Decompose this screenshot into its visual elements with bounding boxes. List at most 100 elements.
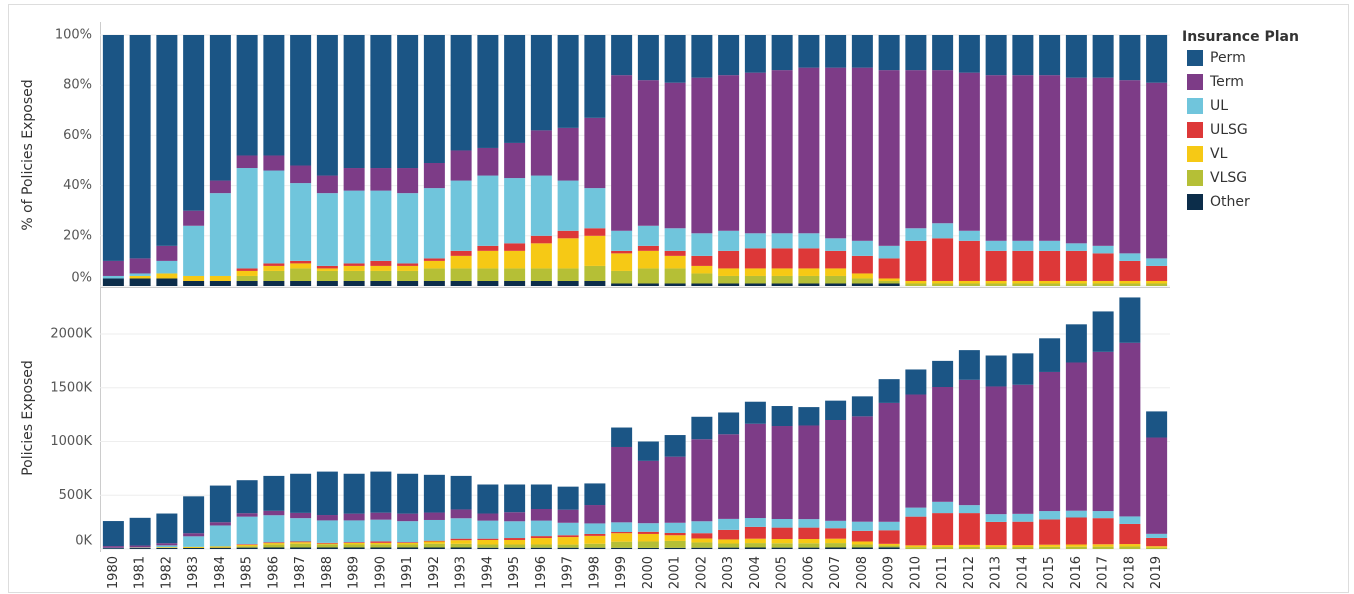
bar-segment — [851, 67, 873, 241]
x-tick-label: 2016 — [1069, 556, 1084, 589]
bar-segment — [236, 513, 258, 517]
bar-segment — [958, 240, 980, 281]
bar-segment — [718, 35, 740, 76]
x-tick-label: 2001 — [668, 556, 683, 589]
bar-segment — [450, 268, 472, 281]
bar-segment — [878, 245, 900, 259]
bar-segment — [530, 544, 552, 548]
bar-segment — [343, 263, 365, 266]
bar-segment — [825, 275, 847, 284]
bar-segment — [825, 538, 847, 544]
bar-segment — [343, 544, 365, 548]
bar-segment — [316, 471, 338, 516]
bar-segment — [851, 544, 873, 548]
bar-segment — [316, 193, 338, 266]
bar-segment — [263, 35, 285, 156]
bar-segment — [932, 35, 954, 71]
bar-segment — [236, 35, 258, 156]
bar-segment — [932, 360, 954, 387]
bar-segment — [771, 268, 793, 276]
bar-segment — [798, 248, 820, 269]
bar-segment — [985, 35, 1007, 76]
bar-segment — [397, 193, 419, 264]
bar-segment — [1119, 283, 1141, 286]
x-tick-label: 1990 — [373, 556, 388, 589]
y-axis-title: Policies Exposed — [20, 360, 36, 476]
bar-segment — [878, 35, 900, 71]
bar-segment — [397, 513, 419, 522]
bar-segment — [1146, 258, 1168, 266]
bar-segment — [985, 547, 1007, 549]
x-tick-label: 2009 — [882, 556, 897, 589]
bar-segment — [102, 275, 124, 279]
bar-segment — [718, 75, 740, 231]
bar-segment — [637, 225, 659, 246]
bar-segment — [1039, 240, 1061, 251]
bar-segment — [932, 280, 954, 284]
bar-segment — [691, 283, 713, 286]
bar-segment — [343, 547, 365, 549]
bar-segment — [290, 35, 312, 166]
legend-label: VLSG — [1210, 170, 1247, 186]
bar-segment — [744, 248, 766, 269]
bar-segment — [450, 540, 472, 544]
bar-segment — [1012, 35, 1034, 76]
bar-segment — [958, 72, 980, 231]
bar-segment — [878, 545, 900, 548]
bar-segment — [423, 280, 445, 286]
bar-segment — [1146, 265, 1168, 281]
bar-segment — [771, 406, 793, 427]
x-tick-label: 1998 — [587, 556, 602, 589]
bar-segment — [102, 278, 124, 286]
bar-segment — [316, 280, 338, 286]
bar-segment — [851, 396, 873, 417]
bar-segment — [423, 543, 445, 548]
bar-segment — [504, 280, 526, 286]
bar-segment — [825, 283, 847, 286]
bar-segment — [557, 486, 579, 510]
bar-segment — [156, 547, 178, 548]
x-tick-label: 1989 — [347, 556, 362, 589]
bar-segment — [450, 35, 472, 151]
bar-segment — [102, 548, 124, 549]
bar-segment — [825, 67, 847, 239]
bar-segment — [851, 278, 873, 284]
bar-segment — [905, 369, 927, 395]
bar-segment — [290, 512, 312, 519]
x-tick-label: 2018 — [1122, 556, 1137, 589]
bar-segment — [905, 240, 927, 281]
bar-segment — [370, 280, 392, 286]
x-tick-label: 2017 — [1096, 556, 1111, 589]
bar-segment — [611, 427, 633, 447]
y-tick-label: 100% — [55, 28, 92, 43]
bar-segment — [1119, 253, 1141, 261]
bar-segment — [504, 268, 526, 281]
bar-segment — [236, 275, 258, 281]
bar-segment — [316, 520, 338, 543]
bar-segment — [450, 518, 472, 539]
bar-segment — [209, 546, 231, 548]
y-tick-label: 60% — [63, 128, 92, 143]
bar-segment — [691, 547, 713, 549]
bar-segment — [504, 243, 526, 251]
bar-segment — [1119, 516, 1141, 524]
bar-segment — [1146, 537, 1168, 547]
bar-segment — [958, 35, 980, 73]
bar-segment — [611, 532, 633, 534]
bar-segment — [183, 496, 205, 534]
bar-segment — [611, 547, 633, 549]
bar-segment — [611, 446, 633, 523]
bar-segment — [878, 379, 900, 403]
bar-segment — [664, 456, 686, 523]
bar-segment — [129, 35, 151, 259]
bar-segment — [718, 283, 740, 286]
x-tick-label: 1981 — [133, 556, 148, 589]
bar-segment — [183, 210, 205, 226]
bar-segment — [557, 535, 579, 538]
bar-segment — [637, 441, 659, 461]
bar-segment — [557, 522, 579, 536]
bar-segment — [798, 275, 820, 284]
bar-segment — [102, 521, 124, 547]
x-tick-label: 1980 — [106, 556, 121, 589]
bar-segment — [102, 260, 124, 276]
